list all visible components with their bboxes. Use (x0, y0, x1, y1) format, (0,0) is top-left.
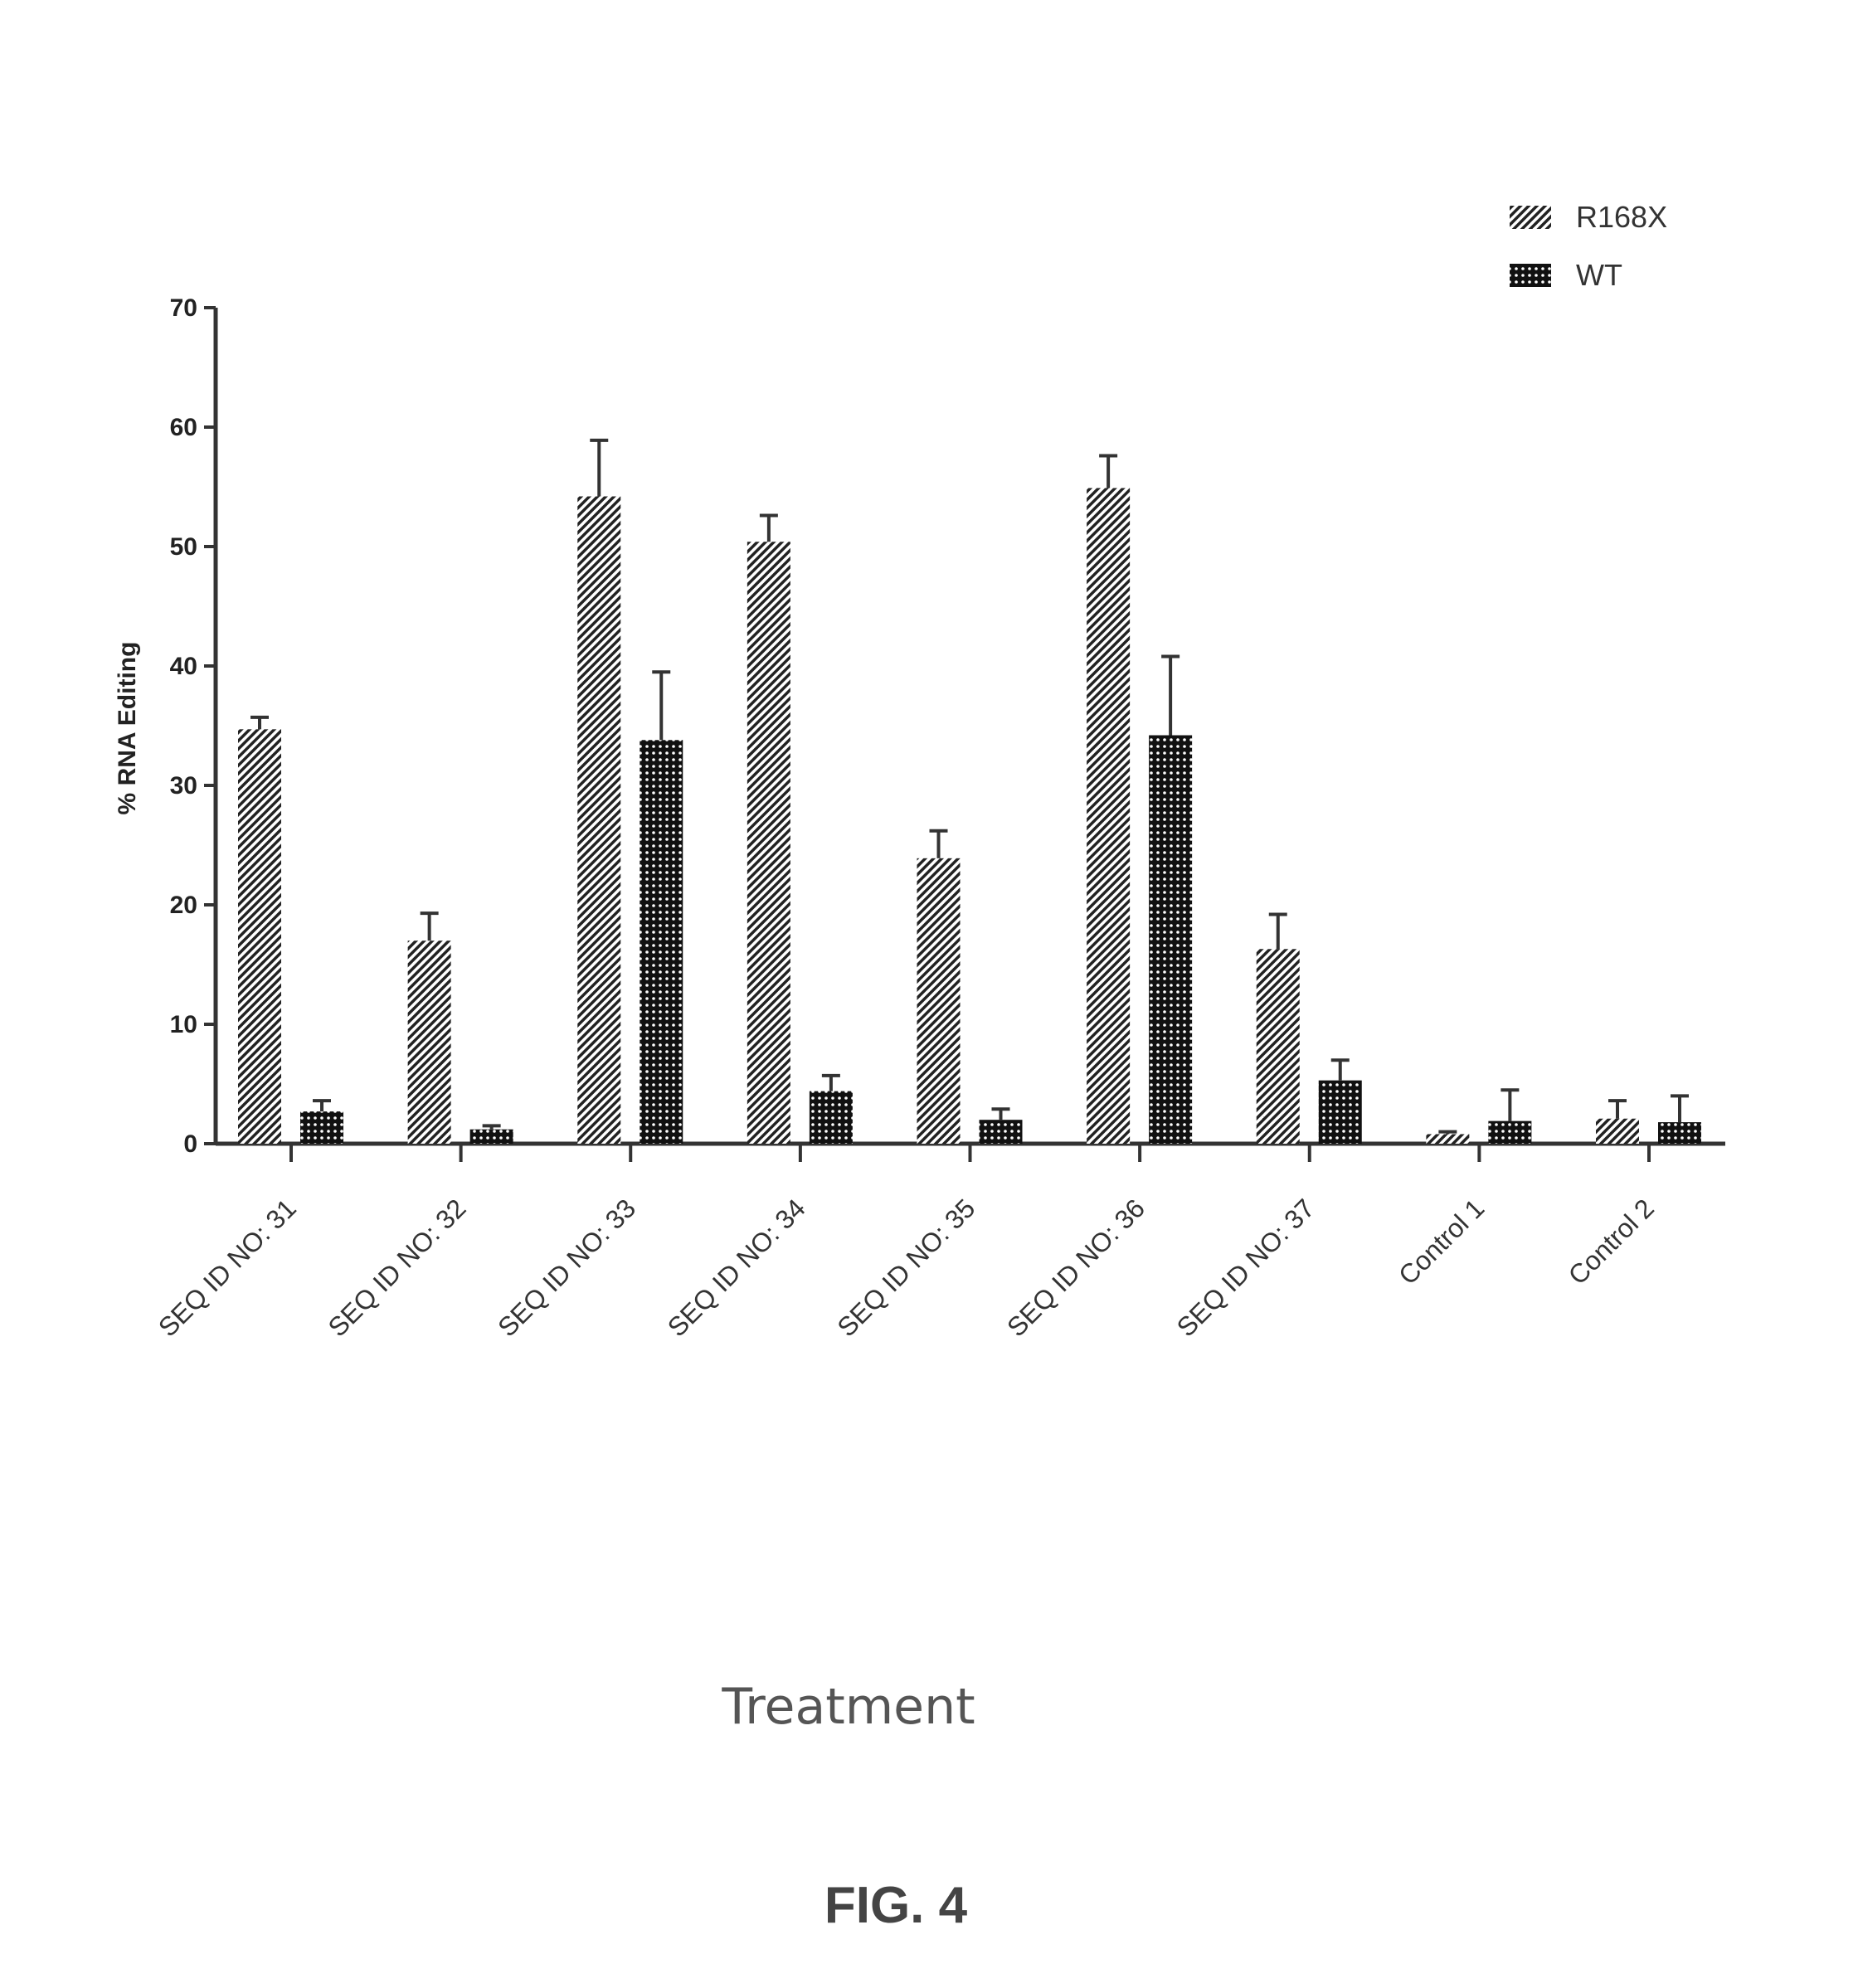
legend: R168X WT (1510, 200, 1667, 292)
legend-swatch-wt (1510, 264, 1551, 287)
bar-r168x (1257, 949, 1300, 1144)
bar-r168x (747, 542, 790, 1144)
y-tick-label: 50 (170, 533, 197, 561)
y-tick-label: 0 (183, 1130, 197, 1158)
y-tick-label: 20 (170, 892, 197, 919)
y-tick-label: 10 (170, 1011, 197, 1038)
category-label: SEQ ID NO: 31 (153, 1193, 302, 1342)
bar-r168x (1087, 488, 1130, 1144)
bar-wt (640, 740, 683, 1144)
bar-wt (1149, 736, 1192, 1144)
legend-swatch-r168x (1510, 206, 1551, 229)
x-axis-label: Treatment (721, 1678, 975, 1736)
bar-r168x (1426, 1134, 1469, 1144)
category-label: SEQ ID NO: 37 (1171, 1193, 1321, 1342)
category-label: SEQ ID NO: 33 (492, 1193, 641, 1342)
category-labels: SEQ ID NO: 31SEQ ID NO: 32SEQ ID NO: 33S… (153, 1193, 1660, 1342)
category-label: Control 2 (1563, 1193, 1660, 1290)
bar-wt (980, 1120, 1023, 1144)
bar-r168x (238, 729, 281, 1144)
bar-wt (1488, 1121, 1531, 1144)
category-label: Control 1 (1393, 1193, 1490, 1290)
y-tick-label: 40 (170, 653, 197, 680)
y-axis-label: % RNA Editing (114, 642, 141, 815)
bar-wt (300, 1111, 343, 1144)
category-label: SEQ ID NO: 34 (662, 1193, 811, 1342)
category-label: SEQ ID NO: 35 (831, 1193, 980, 1342)
category-label: SEQ ID NO: 36 (1001, 1193, 1150, 1342)
bar-chart: 010203040506070 SEQ ID NO: 31SEQ ID NO: … (0, 0, 1858, 1988)
legend-label-r168x: R168X (1576, 200, 1667, 234)
bar-r168x (577, 497, 620, 1144)
y-tick-label: 60 (170, 414, 197, 441)
bar-r168x (408, 941, 451, 1144)
bar-wt (1319, 1081, 1362, 1144)
bar-r168x (917, 858, 961, 1144)
category-label: SEQ ID NO: 32 (322, 1193, 471, 1342)
bar-r168x (1596, 1119, 1639, 1144)
bar-wt (470, 1130, 513, 1144)
bar-wt (810, 1091, 853, 1144)
y-tick-label: 30 (170, 772, 197, 800)
bars (238, 440, 1701, 1144)
figure-label: FIG. 4 (824, 1877, 968, 1934)
bar-wt (1658, 1122, 1701, 1144)
legend-label-wt: WT (1576, 258, 1622, 292)
y-tick-label: 70 (170, 294, 197, 322)
